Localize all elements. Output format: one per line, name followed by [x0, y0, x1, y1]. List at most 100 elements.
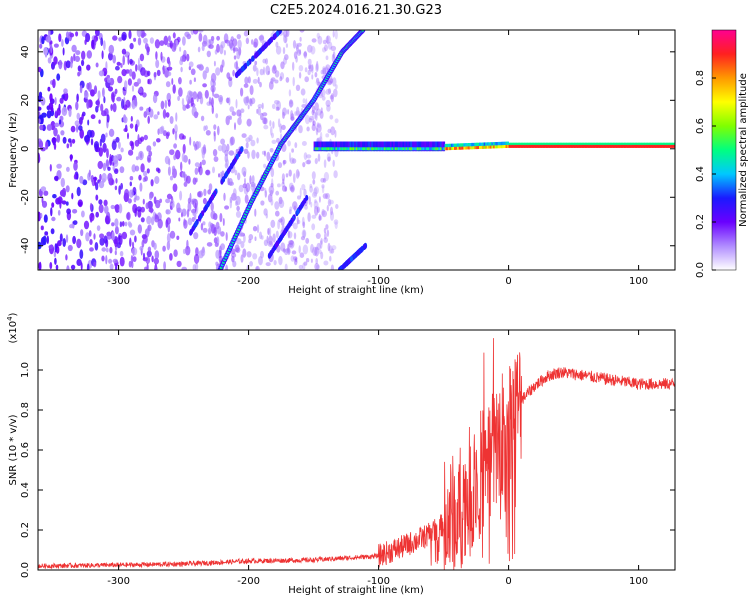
carrier-mark	[377, 147, 380, 151]
noise-speckle	[199, 161, 202, 169]
secondary-line-mark	[363, 243, 367, 250]
noise-speckle	[151, 255, 154, 263]
noise-speckle	[146, 154, 152, 163]
carrier-halo	[461, 143, 464, 149]
carrier-mark	[471, 146, 474, 150]
noise-speckle	[218, 94, 224, 103]
noise-speckle	[322, 67, 327, 77]
carrier-mark	[649, 144, 651, 148]
noise-speckle	[146, 51, 150, 56]
noise-speckle	[312, 179, 316, 185]
noise-speckle	[128, 149, 134, 156]
noise-speckle	[197, 191, 202, 198]
carrier-halo	[458, 143, 461, 149]
noise-speckle	[112, 155, 119, 165]
noise-speckle	[129, 237, 132, 247]
carrier-halo	[447, 143, 450, 149]
noise-speckle	[247, 151, 250, 159]
noise-speckle	[275, 190, 280, 196]
carrier-halo	[591, 142, 594, 146]
noise-speckle	[136, 30, 142, 38]
carrier-halo	[664, 142, 667, 146]
secondary-line-mark	[246, 60, 250, 67]
noise-speckle	[245, 142, 249, 149]
secondary-line-mark	[339, 265, 343, 270]
spectrogram-frame	[37, 29, 676, 271]
noise-speckle	[275, 210, 280, 217]
noise-speckle	[43, 190, 49, 196]
carrier-mark	[385, 147, 388, 151]
noise-speckle	[248, 234, 254, 241]
carrier-halo	[659, 142, 662, 146]
secondary-line-mark	[224, 171, 228, 178]
noise-speckle	[292, 256, 298, 261]
carrier-halo	[639, 142, 642, 146]
noise-speckle	[288, 101, 294, 107]
noise-speckle	[293, 205, 297, 212]
noise-speckle	[169, 149, 175, 156]
noise-speckle	[334, 130, 337, 138]
carrier-mark	[463, 146, 466, 150]
noise-speckle	[202, 34, 208, 45]
carrier-halo	[642, 142, 645, 146]
noise-speckle	[131, 71, 136, 80]
noise-speckle	[114, 88, 118, 95]
noise-speckle	[334, 30, 338, 40]
noise-speckle	[114, 238, 118, 248]
noise-speckle	[140, 217, 145, 223]
noise-speckle	[302, 244, 309, 255]
noise-speckle	[62, 136, 67, 144]
noise-speckle	[83, 220, 90, 230]
carrier-halo	[360, 141, 363, 152]
noise-speckle	[110, 204, 115, 210]
carrier-mark	[338, 147, 341, 151]
snr-x-tick-label: -100	[367, 576, 390, 587]
noise-speckle	[175, 112, 178, 122]
noise-speckle	[131, 85, 135, 92]
noise-speckle	[121, 31, 127, 41]
noise-speckle	[232, 260, 237, 268]
noise-speckle	[245, 37, 250, 45]
carrier-halo	[522, 142, 525, 146]
noise-speckle	[45, 35, 52, 43]
noise-speckle	[283, 34, 288, 44]
noise-speckle	[316, 60, 319, 71]
carrier-halo	[401, 141, 403, 152]
noise-speckle	[216, 35, 221, 41]
carrier-mark	[333, 147, 336, 151]
noise-speckle	[53, 250, 57, 258]
noise-speckle	[114, 168, 119, 174]
noise-speckle	[186, 239, 189, 250]
carrier-mark	[539, 144, 542, 148]
noise-speckle	[47, 86, 51, 92]
noise-speckle	[54, 257, 57, 265]
secondary-line-mark	[283, 229, 287, 236]
noise-speckle	[287, 249, 291, 254]
carrier-mark	[404, 147, 407, 151]
carrier-halo	[318, 141, 321, 152]
noise-speckle	[310, 243, 314, 253]
noise-speckle	[173, 249, 178, 257]
carrier-halo	[560, 142, 563, 146]
noise-speckle	[192, 208, 195, 216]
noise-speckle	[326, 152, 331, 162]
noise-speckle	[312, 112, 318, 119]
secondary-line-mark	[230, 162, 234, 169]
noise-speckle	[153, 114, 159, 120]
carrier-mark	[424, 147, 427, 151]
colorbar-gradient	[711, 29, 737, 271]
colorbar-tick-label: 0.8	[695, 70, 706, 86]
noise-speckle	[190, 68, 196, 76]
noise-speckle	[166, 92, 172, 102]
secondary-line-mark	[305, 194, 309, 201]
carrier-halo	[661, 142, 664, 146]
carrier-halo	[497, 141, 500, 147]
noise-speckle	[303, 50, 307, 59]
noise-speckle	[66, 143, 70, 149]
noise-speckle	[200, 223, 204, 231]
noise-speckle	[138, 150, 144, 161]
noise-speckle	[86, 50, 93, 59]
secondary-line-mark	[265, 41, 269, 48]
noise-speckle	[101, 172, 107, 183]
carrier-mark	[503, 145, 506, 148]
